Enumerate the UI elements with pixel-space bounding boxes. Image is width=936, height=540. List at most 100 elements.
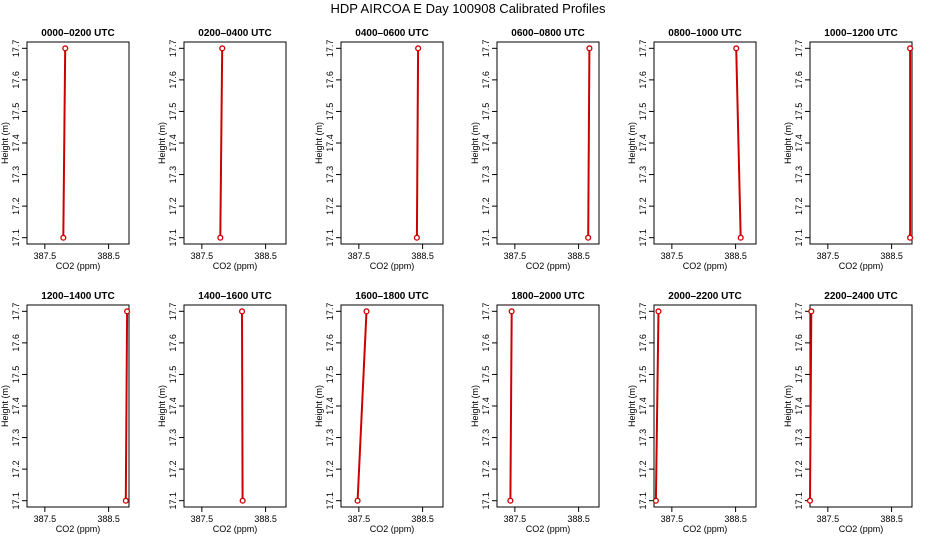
profile-point [733, 45, 740, 52]
profile-panel: 2200–2400 UTC 387.5 388.5 17.1 17.2 17.3 17.4 1… [783, 291, 913, 534]
x-axis-label: CO2 (ppm) [56, 524, 101, 534]
y-tick-label: 17.5 [168, 366, 178, 384]
plot-frame [183, 304, 287, 508]
y-tick-label: 17.4 [794, 397, 804, 415]
y-tick-label: 17.5 [481, 366, 491, 384]
x-tick-label: 387.5 [348, 251, 371, 261]
y-tick-label: 17.3 [11, 166, 21, 184]
x-tick-label: 387.5 [661, 514, 684, 524]
panel-title: 0000–0200 UTC [41, 28, 114, 39]
x-axis-label: CO2 (ppm) [370, 524, 415, 534]
profile-panel: 1400–1600 UTC 387.5 388.5 17.1 17.2 17.3 17.4 1… [157, 291, 287, 534]
profile-point [363, 308, 370, 315]
y-tick-label: 17.4 [481, 397, 491, 415]
profile-line [356, 311, 368, 501]
profile-panel: 2000–2200 UTC 387.5 388.5 17.1 17.2 17.3 17.4 1… [627, 291, 757, 534]
profile-point [808, 308, 815, 315]
y-tick-label: 17.7 [11, 303, 21, 321]
y-tick-label: 17.2 [794, 197, 804, 215]
panel-title: 1400–1600 UTC [198, 291, 271, 302]
profile-point [415, 45, 422, 52]
x-tick-label: 388.5 [254, 514, 277, 524]
profile-point [652, 497, 659, 504]
y-tick-label: 17.2 [11, 460, 21, 478]
y-tick-label: 17.7 [325, 303, 335, 321]
y-tick-label: 17.5 [638, 366, 648, 384]
y-tick-label: 17.3 [638, 429, 648, 447]
profile-line [809, 311, 813, 501]
y-axis-label: Height (m) [157, 122, 167, 164]
x-axis-label: CO2 (ppm) [683, 261, 728, 271]
profile-point [655, 308, 662, 315]
profile-point [217, 234, 224, 241]
y-tick-label: 17.7 [794, 40, 804, 58]
y-tick-label: 17.5 [168, 103, 178, 121]
x-tick-label: 388.5 [567, 514, 590, 524]
profile-point [806, 497, 814, 504]
y-tick-label: 17.6 [481, 71, 491, 89]
profile-point [238, 308, 246, 315]
profile-point [354, 497, 361, 504]
y-tick-label: 17.2 [638, 197, 648, 215]
x-tick-label: 388.5 [880, 514, 903, 524]
panel-title: 2200–2400 UTC [824, 291, 897, 302]
profile-point [907, 234, 914, 241]
y-tick-label: 17.6 [794, 71, 804, 89]
x-axis-label: CO2 (ppm) [839, 524, 884, 534]
y-tick-label: 17.3 [638, 166, 648, 184]
y-tick-label: 17.4 [325, 134, 335, 152]
panel-title: 1600–1800 UTC [355, 291, 428, 302]
y-axis-label: Height (m) [783, 385, 793, 427]
plot-frame [809, 304, 913, 508]
profile-line [415, 48, 420, 238]
y-tick-label: 17.6 [638, 71, 648, 89]
y-tick-label: 17.5 [325, 103, 335, 121]
y-tick-label: 17.2 [325, 460, 335, 478]
profile-panel: 0800–1000 UTC 387.5 388.5 17.1 17.2 17.3 17.4 1… [627, 28, 757, 271]
plot-frame [496, 41, 600, 245]
y-tick-label: 17.5 [794, 366, 804, 384]
profile-point [585, 234, 592, 241]
profile-line [124, 311, 129, 501]
figure-title: HDP AIRCOA E Day 100908 Calibrated Profi… [330, 1, 606, 16]
plot-frame [653, 304, 757, 508]
y-axis-label: Height (m) [627, 122, 637, 164]
y-tick-label: 17.1 [11, 492, 21, 510]
y-tick-label: 17.4 [11, 134, 21, 152]
profile-panel: 1800–2000 UTC 387.5 388.5 17.1 17.2 17.3 17.4 1… [470, 291, 600, 534]
y-tick-label: 17.6 [168, 71, 178, 89]
x-tick-label: 388.5 [411, 514, 434, 524]
profile-point [413, 234, 420, 241]
y-tick-label: 17.5 [794, 103, 804, 121]
y-tick-label: 17.4 [794, 134, 804, 152]
y-tick-label: 17.3 [325, 429, 335, 447]
y-tick-label: 17.3 [481, 429, 491, 447]
y-tick-label: 17.4 [481, 134, 491, 152]
profile-point [586, 45, 593, 52]
profile-panel: 1200–1400 UTC 387.5 388.5 17.1 17.2 17.3 17.4 1… [0, 291, 131, 534]
plot-frame [340, 41, 444, 245]
x-tick-label: 388.5 [724, 514, 747, 524]
x-axis-label: CO2 (ppm) [213, 524, 258, 534]
x-tick-label: 388.5 [97, 251, 120, 261]
profile-point [507, 497, 514, 504]
x-tick-label: 387.5 [817, 514, 840, 524]
y-tick-label: 17.5 [481, 103, 491, 121]
x-tick-label: 388.5 [411, 251, 434, 261]
y-tick-label: 17.1 [638, 492, 648, 510]
x-tick-label: 388.5 [880, 251, 903, 261]
y-tick-label: 17.7 [794, 303, 804, 321]
profile-line [219, 48, 224, 238]
y-tick-label: 17.4 [168, 397, 178, 415]
profile-panel: 1600–1800 UTC 387.5 388.5 17.1 17.2 17.3 17.4 1… [314, 291, 444, 534]
y-tick-label: 17.2 [11, 197, 21, 215]
y-tick-label: 17.6 [325, 334, 335, 352]
y-tick-label: 17.5 [11, 103, 21, 121]
panel-title: 1800–2000 UTC [511, 291, 584, 302]
profile-point [737, 234, 744, 241]
y-axis-label: Height (m) [470, 385, 480, 427]
plot-frame [340, 304, 444, 508]
y-tick-label: 17.1 [325, 229, 335, 247]
y-tick-label: 17.2 [481, 460, 491, 478]
profile-line [587, 48, 591, 238]
